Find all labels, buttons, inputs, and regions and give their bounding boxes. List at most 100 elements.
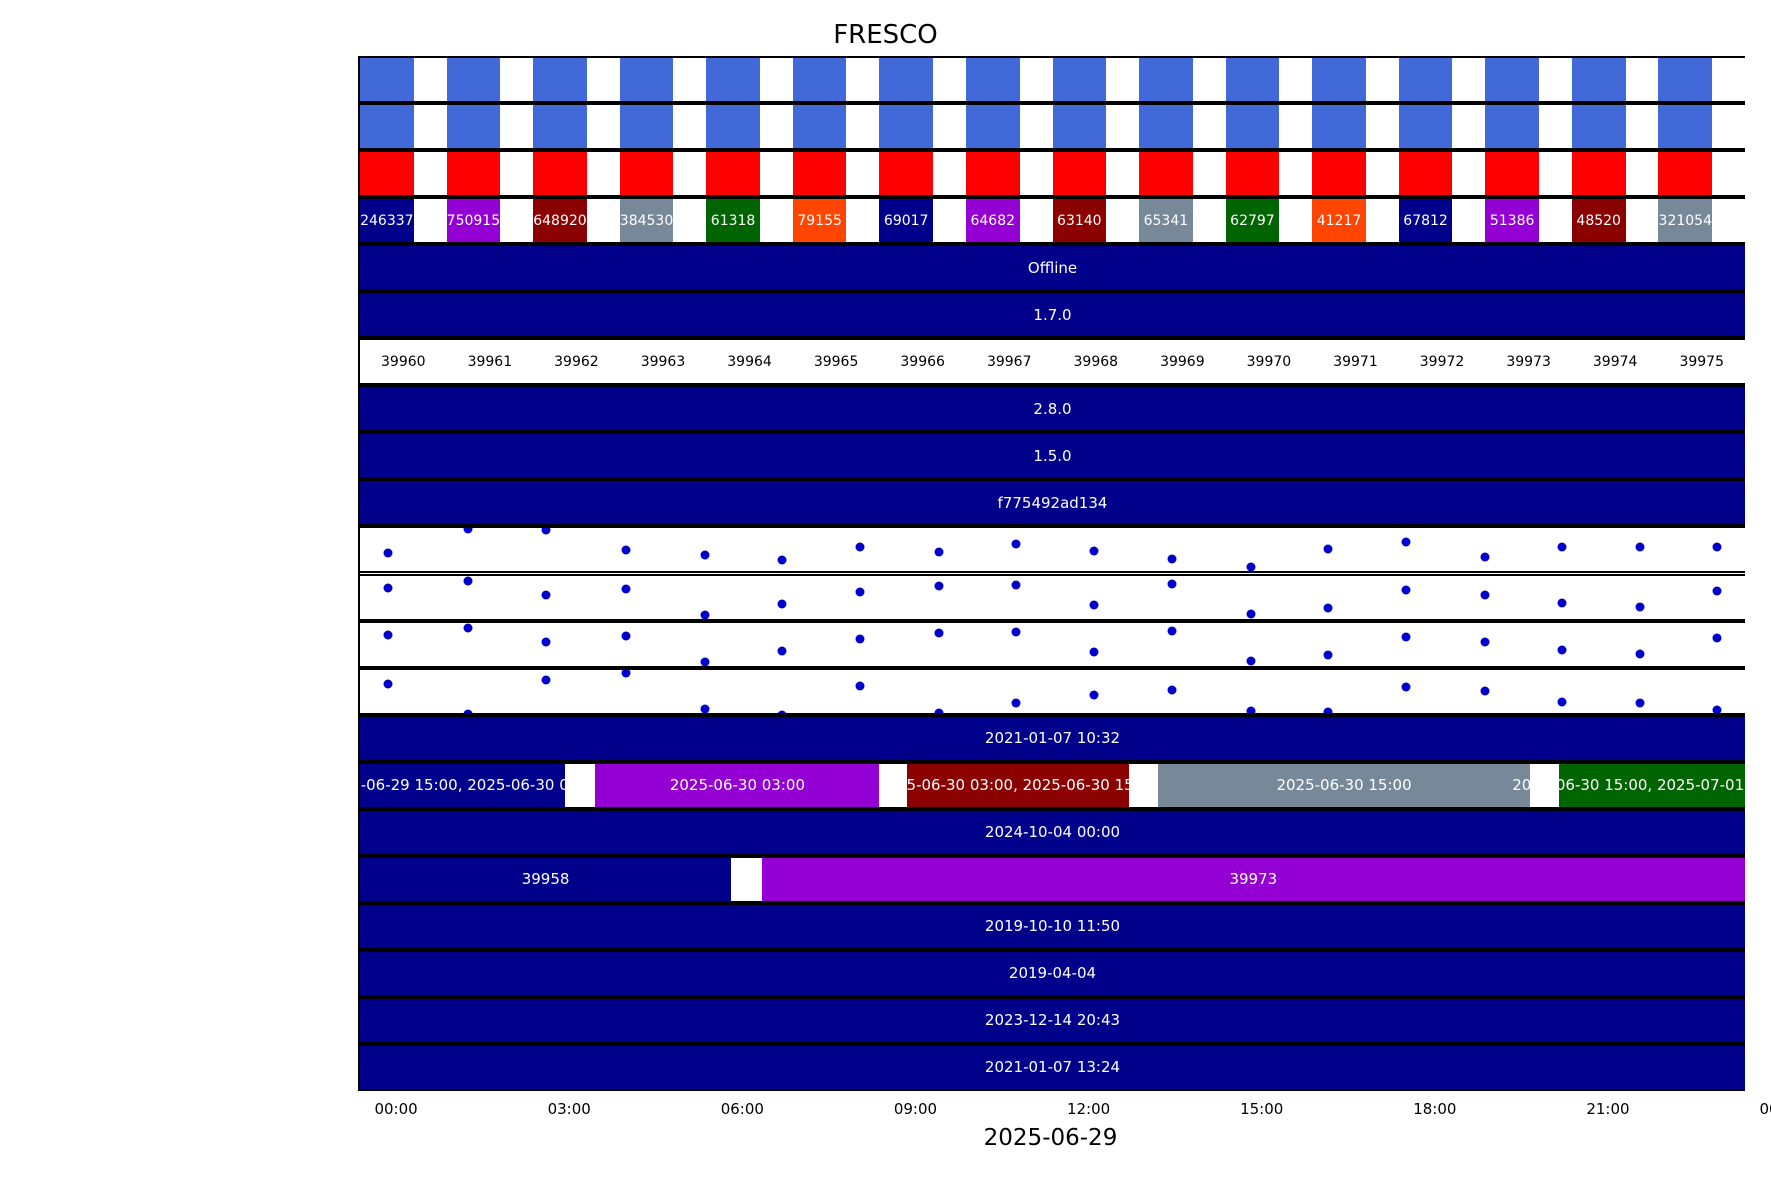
x-axis: 00:00 03:00 06:00 09:00 12:00 15:00 18:00 21:00…: [358, 1092, 1771, 1122]
timeline-segment: [1658, 152, 1713, 196]
timeline-segment: [965, 199, 1020, 243]
timeline-segment: [1485, 105, 1539, 149]
scatter-point: [934, 581, 944, 591]
x-tick-label: 03:00: [547, 1100, 591, 1118]
timeline-segment: [533, 58, 587, 102]
timeline-row: Status NISE: [360, 150, 1745, 198]
orbit-value: 39975: [1679, 353, 1724, 370]
scatter-point: [1401, 632, 1411, 642]
timeline-segment: [533, 152, 587, 196]
timeline-segment: [1225, 58, 1280, 102]
timeline-segment: [619, 58, 674, 102]
timeline-segment: [965, 152, 1020, 196]
timeline-segment: [360, 152, 414, 196]
orbit-value: 39972: [1419, 353, 1465, 370]
timeline-segment: [360, 199, 414, 243]
timeline-segment: [879, 105, 934, 149]
timeline-segment: [792, 105, 847, 149]
scatter-point: [700, 657, 710, 666]
l1b-segment: 39958: [360, 857, 732, 901]
timeline-segment: [1225, 105, 1280, 149]
scatter-point: [1480, 590, 1490, 600]
scatter-point: [541, 637, 551, 647]
timeline-row: REF SOLAR2021-01-07 13:24: [360, 1043, 1745, 1091]
scatter-point: [1480, 637, 1490, 647]
timeline-segment: [1398, 58, 1453, 102]
longitude-value: 321054: [1658, 212, 1712, 229]
constant-value-bar: 2019-10-10 11:50: [360, 904, 1745, 948]
orbit-value: 39961: [467, 353, 513, 370]
scatter-point: [1246, 562, 1256, 572]
x-tick-label: 15:00: [1240, 1100, 1284, 1118]
timeline-segment: [1225, 152, 1280, 196]
scatter-point: [1401, 682, 1411, 691]
scatter-point: [1089, 647, 1099, 657]
timeline-segment: [1312, 105, 1366, 149]
longitude-value: 64682: [970, 212, 1016, 229]
scatter-point: [463, 709, 473, 713]
longitude-value: 648920: [533, 212, 587, 229]
constant-value-bar: 2021-01-07 10:32: [360, 716, 1745, 760]
scatter-point: [383, 583, 393, 593]
constant-value-bar: 2024-10-04 00:00: [360, 810, 1745, 854]
scatter-point: [1323, 650, 1333, 660]
scatter-point: [1712, 586, 1722, 596]
x-axis-label: 2025-06-29: [983, 1125, 1118, 1151]
constant-value-bar: f775492ad134: [360, 481, 1745, 525]
longitude-value: 750915: [446, 212, 501, 229]
scatter-point: [1323, 707, 1333, 713]
scatter-point: [463, 623, 473, 633]
orbit-value: 39973: [1506, 353, 1551, 370]
timeline-segment: [879, 199, 934, 243]
timeline-row: Status MET 2D: [360, 103, 1745, 151]
longitude-value: 384530: [619, 212, 674, 229]
orbit-value: 39962: [554, 353, 599, 370]
aux-met-segment: 2025-06-29 15:00, 2025-06-30 03:00: [360, 763, 602, 807]
timeline-segment: [360, 105, 414, 149]
timeline-segment: [879, 152, 934, 196]
longitude-value: 61318: [710, 212, 756, 229]
timeline-segment: [1139, 152, 1193, 196]
timeline-segment: [1398, 105, 1453, 149]
timeline-row: initialization (s): [360, 526, 1745, 574]
longitude-value: 63140: [1057, 212, 1102, 229]
orbit-value: 39971: [1333, 353, 1378, 370]
timeline-segment: [792, 152, 847, 196]
timeline-segment: [1485, 152, 1539, 196]
scatter-point: [1480, 686, 1490, 696]
scatter-point: [541, 590, 551, 600]
timeline-segment: [360, 58, 414, 102]
timeline-row: orbit39960399613996239963399643996539966…: [360, 338, 1745, 386]
orbit-value: 39969: [1160, 353, 1205, 370]
timeline-segment: [1658, 199, 1713, 243]
scatter-point: [541, 528, 551, 535]
scatter-point: [1246, 609, 1256, 619]
aux-met-segment: 2025-06-30 15:00: [1157, 763, 1531, 807]
timeline-segment: [965, 105, 1020, 149]
timeline-row: L1B IR UVN3995839973: [360, 855, 1745, 903]
scatter-point: [1401, 537, 1411, 547]
scatter-point: [1323, 544, 1333, 554]
scatter-point: [621, 669, 631, 678]
longitude-value: 41217: [1316, 212, 1362, 229]
scatter-point: [1167, 685, 1177, 695]
plot-area: processing statusStatus MET 2DStatus NIS…: [358, 56, 1745, 1091]
constant-value-bar: 2019-04-04: [360, 951, 1745, 995]
constant-value-bar: 2021-01-07 13:24: [360, 1045, 1745, 1089]
constant-value-bar: 2.8.0: [360, 387, 1745, 431]
orbit-value: 39970: [1246, 353, 1292, 370]
scatter-point: [1557, 598, 1567, 608]
x-tick-label: 18:00: [1413, 1100, 1457, 1118]
scatter-point: [777, 599, 787, 609]
constant-value-bar: 1.5.0: [360, 434, 1745, 478]
scatter-point: [541, 675, 551, 685]
scatter-point: [1712, 705, 1722, 713]
scatter-point: [1635, 698, 1645, 708]
timeline-row: algorithm version1.7.0: [360, 291, 1745, 339]
timeline-segment: [706, 152, 760, 196]
timeline-segment: [1485, 58, 1539, 102]
scatter-point: [1011, 627, 1021, 637]
timeline-segment: [1571, 58, 1626, 102]
orbit-value: 39974: [1592, 353, 1638, 370]
